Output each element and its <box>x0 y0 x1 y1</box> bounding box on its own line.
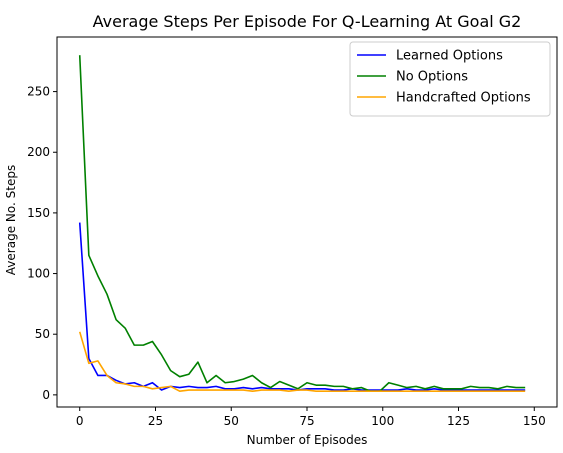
series-line-1 <box>78 55 526 393</box>
x-axis-label: Number of Episodes <box>247 433 368 447</box>
y-tick-label: 150 <box>27 206 50 220</box>
y-tick-label: 50 <box>35 327 50 341</box>
y-tick-label: 0 <box>42 388 50 402</box>
legend-label-2: Handcrafted Options <box>396 91 531 106</box>
x-tick-label: 150 <box>523 414 546 428</box>
axes-layer: 0 25 50 75 100 125 150 0 50 100 150 200 250 <box>27 36 558 428</box>
legend-box <box>349 41 551 117</box>
x-tick-label: 125 <box>447 414 470 428</box>
y-tick-label: 100 <box>27 267 50 281</box>
chart-title: Average Steps Per Episode For Q-Learning… <box>93 12 522 31</box>
legend: Learned Options No Options Handcrafted Opt… <box>349 41 551 117</box>
x-tick-label: 100 <box>371 414 394 428</box>
x-tick-label: 75 <box>299 414 314 428</box>
y-axis-label: Average No. Steps <box>4 165 18 275</box>
x-tick-label: 0 <box>76 414 84 428</box>
series-layer <box>78 55 526 393</box>
x-tick-label: 50 <box>224 414 239 428</box>
x-tick-label: 25 <box>148 414 163 428</box>
series-line-2 <box>78 331 526 393</box>
y-tick-label: 200 <box>27 145 50 159</box>
series-line-0 <box>78 222 526 391</box>
legend-label-0: Learned Options <box>396 49 503 64</box>
legend-label-1: No Options <box>396 70 468 85</box>
y-tick-label: 250 <box>27 85 50 99</box>
